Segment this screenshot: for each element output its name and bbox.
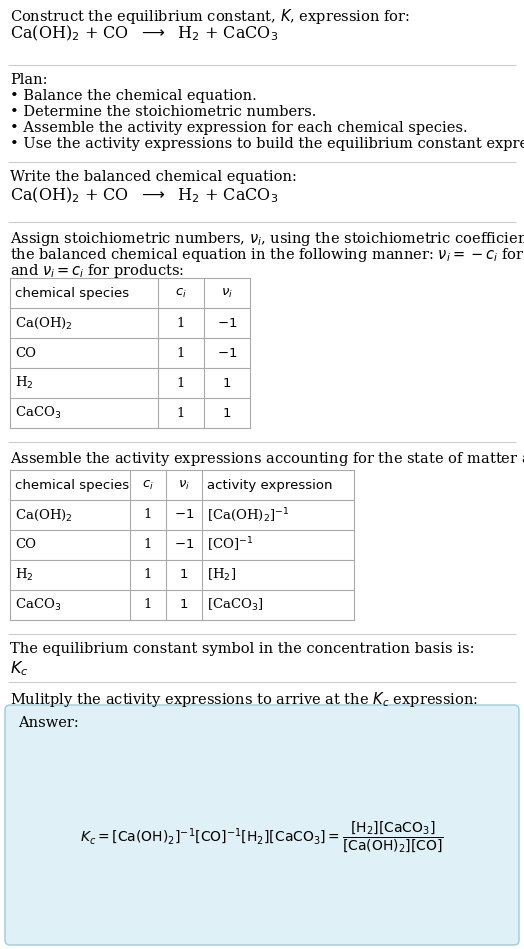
Text: chemical species: chemical species (15, 478, 129, 492)
Text: Answer:: Answer: (18, 716, 79, 730)
Text: $-1$: $-1$ (174, 509, 194, 522)
Text: CaCO$_3$: CaCO$_3$ (15, 597, 61, 613)
Text: 1: 1 (177, 406, 185, 419)
Text: 1: 1 (144, 568, 152, 582)
Text: The equilibrium constant symbol in the concentration basis is:: The equilibrium constant symbol in the c… (10, 642, 475, 656)
Text: • Use the activity expressions to build the equilibrium constant expression.: • Use the activity expressions to build … (10, 137, 524, 151)
Text: $c_i$: $c_i$ (142, 478, 154, 492)
Text: $1$: $1$ (222, 377, 232, 389)
Text: Write the balanced chemical equation:: Write the balanced chemical equation: (10, 170, 297, 184)
Text: $1$: $1$ (179, 599, 189, 611)
Text: $\nu_i$: $\nu_i$ (221, 287, 233, 300)
Text: [CO]$^{-1}$: [CO]$^{-1}$ (207, 536, 253, 554)
Text: chemical species: chemical species (15, 287, 129, 300)
Text: • Determine the stoichiometric numbers.: • Determine the stoichiometric numbers. (10, 105, 316, 119)
Text: Ca(OH)$_2$: Ca(OH)$_2$ (15, 315, 73, 330)
Text: 1: 1 (177, 377, 185, 389)
Text: Ca(OH)$_2$: Ca(OH)$_2$ (15, 508, 73, 523)
Text: • Balance the chemical equation.: • Balance the chemical equation. (10, 89, 257, 103)
Text: 1: 1 (144, 509, 152, 522)
Text: Ca(OH)$_2$ + CO  $\longrightarrow$  H$_2$ + CaCO$_3$: Ca(OH)$_2$ + CO $\longrightarrow$ H$_2$ … (10, 24, 278, 44)
Text: H$_2$: H$_2$ (15, 567, 34, 583)
Text: CO: CO (15, 538, 36, 551)
Text: $c_i$: $c_i$ (175, 287, 187, 300)
Text: Mulitply the activity expressions to arrive at the $K_c$ expression:: Mulitply the activity expressions to arr… (10, 690, 478, 709)
Text: the balanced chemical equation in the following manner: $\nu_i = -c_i$ for react: the balanced chemical equation in the fo… (10, 246, 524, 264)
FancyBboxPatch shape (5, 705, 519, 945)
Text: $-1$: $-1$ (217, 317, 237, 329)
Text: and $\nu_i = c_i$ for products:: and $\nu_i = c_i$ for products: (10, 262, 184, 280)
Text: Assemble the activity expressions accounting for the state of matter and $\nu_i$: Assemble the activity expressions accoun… (10, 450, 524, 468)
Text: • Assemble the activity expression for each chemical species.: • Assemble the activity expression for e… (10, 121, 467, 135)
Text: Plan:: Plan: (10, 73, 48, 87)
Text: CaCO$_3$: CaCO$_3$ (15, 405, 61, 421)
Text: Construct the equilibrium constant, $K$, expression for:: Construct the equilibrium constant, $K$,… (10, 7, 410, 26)
Text: [H$_2$]: [H$_2$] (207, 567, 236, 583)
Text: $K_c$: $K_c$ (10, 659, 28, 678)
Text: activity expression: activity expression (207, 478, 333, 492)
Text: $1$: $1$ (179, 568, 189, 582)
Text: H$_2$: H$_2$ (15, 375, 34, 391)
Text: $1$: $1$ (222, 406, 232, 419)
Text: $-1$: $-1$ (217, 346, 237, 360)
Text: 1: 1 (144, 599, 152, 611)
Text: 1: 1 (144, 538, 152, 551)
Text: $\nu_i$: $\nu_i$ (178, 478, 190, 492)
Text: Assign stoichiometric numbers, $\nu_i$, using the stoichiometric coefficients, $: Assign stoichiometric numbers, $\nu_i$, … (10, 230, 524, 248)
Text: Ca(OH)$_2$ + CO  $\longrightarrow$  H$_2$ + CaCO$_3$: Ca(OH)$_2$ + CO $\longrightarrow$ H$_2$ … (10, 186, 278, 205)
Text: 1: 1 (177, 317, 185, 329)
Text: [Ca(OH)$_2$]$^{-1}$: [Ca(OH)$_2$]$^{-1}$ (207, 506, 289, 524)
Text: $-1$: $-1$ (174, 538, 194, 551)
Text: [CaCO$_3$]: [CaCO$_3$] (207, 597, 264, 613)
Text: 1: 1 (177, 346, 185, 360)
Text: CO: CO (15, 346, 36, 360)
Text: $K_c = [\mathrm{Ca(OH)_2}]^{-1} [\mathrm{CO}]^{-1} [\mathrm{H_2}][\mathrm{CaCO_3: $K_c = [\mathrm{Ca(OH)_2}]^{-1} [\mathrm… (80, 819, 444, 854)
